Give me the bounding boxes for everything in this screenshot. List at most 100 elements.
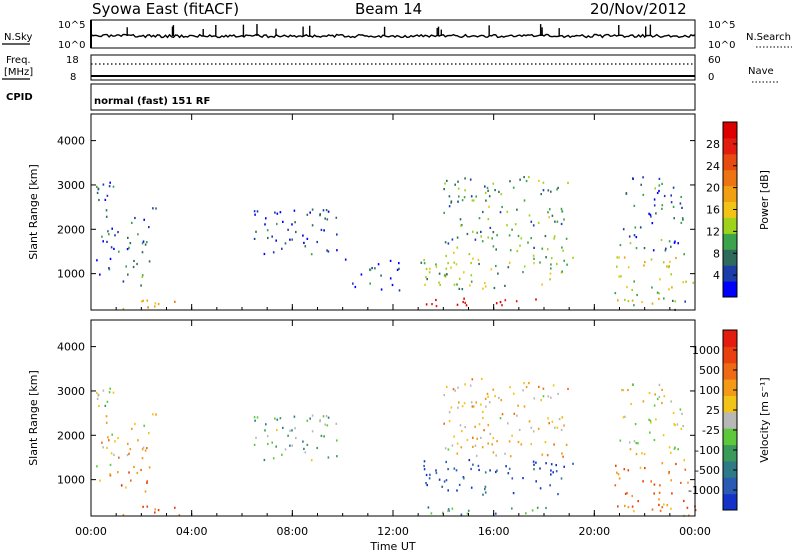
heatmap-cell [630, 402, 632, 406]
heatmap-cell [457, 386, 459, 389]
colorbar-segment [723, 249, 737, 266]
heatmap-cell [512, 392, 515, 395]
heatmap-cell [448, 411, 451, 414]
heatmap-cell [144, 449, 147, 452]
heatmap-cell [624, 504, 626, 507]
heatmap-cell [545, 462, 547, 465]
heatmap-cell [682, 425, 684, 428]
heatmap-cell [453, 251, 455, 254]
heatmap-cell [122, 280, 125, 283]
heatmap-cell [120, 484, 123, 487]
heatmap-cell [518, 428, 521, 431]
heatmap-cell [663, 194, 666, 198]
heatmap-cell [517, 404, 519, 407]
heatmap-cell [489, 226, 492, 229]
heatmap-cell [480, 436, 482, 439]
heatmap-cell [391, 283, 394, 287]
heatmap-cell [491, 443, 493, 446]
y-tick-label: 4000 [57, 341, 85, 354]
heatmap-cell [154, 508, 157, 511]
heatmap-cell [447, 242, 450, 245]
heatmap-cell [549, 208, 551, 211]
heatmap-cell [447, 508, 450, 511]
heatmap-cell [484, 397, 487, 400]
heatmap-cell [443, 394, 445, 397]
heatmap-cell [682, 218, 684, 221]
heatmap-cell [306, 419, 309, 422]
heatmap-cell [639, 226, 642, 229]
heatmap-cell [624, 298, 626, 301]
heatmap-cell [263, 458, 266, 462]
heatmap-cell [425, 276, 427, 279]
heatmap-cell [106, 446, 108, 449]
heatmap-cell [501, 205, 503, 209]
heatmap-cell [555, 470, 558, 473]
heatmap-cell [536, 506, 539, 509]
heatmap-cell [291, 223, 293, 226]
heatmap-cell [563, 259, 565, 262]
heatmap-cell [174, 300, 176, 303]
heatmap-cell [327, 456, 330, 459]
heatmap-cell [641, 300, 643, 304]
heatmap-cell [424, 283, 426, 286]
heatmap-cell [457, 406, 459, 409]
heatmap-cell [563, 465, 565, 468]
heatmap-cell [492, 245, 495, 248]
colorbar-segment [723, 185, 737, 202]
heatmap-cell [618, 256, 620, 259]
heatmap-cell [548, 422, 550, 425]
heatmap-cell [497, 272, 499, 275]
colorbar-segment [723, 411, 737, 429]
heatmap-cell [489, 432, 492, 435]
heatmap-cell [674, 446, 676, 449]
heatmap-cell [142, 299, 144, 302]
heatmap-cell [642, 400, 645, 403]
heatmap-cell [97, 187, 100, 190]
heatmap-cell [463, 297, 465, 300]
heatmap-cell [147, 306, 149, 309]
heatmap-cell [549, 484, 551, 487]
heatmap-cell [528, 382, 530, 385]
heatmap-cell [519, 244, 521, 247]
heatmap-cell [653, 404, 656, 407]
heatmap-cell [537, 427, 540, 430]
heatmap-cell [660, 238, 663, 242]
heatmap-cell [507, 266, 510, 269]
heatmap-cell [453, 283, 456, 286]
heatmap-cell [272, 457, 275, 460]
heatmap-cell [552, 471, 554, 474]
heatmap-cell [105, 215, 108, 218]
heatmap-cell [474, 238, 477, 241]
heatmap-cell [550, 190, 552, 193]
heatmap-cell [389, 277, 392, 280]
heatmap-cell [106, 400, 109, 403]
heatmap-cell [457, 180, 459, 183]
heatmap-cell [309, 417, 311, 420]
heatmap-cell [131, 221, 133, 224]
heatmap-cell [107, 436, 109, 439]
heatmap-cell [323, 229, 325, 232]
cpid-label: CPID [6, 92, 33, 103]
heatmap-cell [128, 452, 130, 455]
heatmap-cell [255, 230, 257, 233]
heatmap-cell [650, 215, 652, 218]
heatmap-cell [470, 195, 473, 198]
heatmap-cell [117, 471, 119, 474]
heatmap-cell [398, 289, 401, 292]
heatmap-cell [369, 268, 372, 272]
heatmap-cell [653, 438, 656, 442]
heatmap-cell [539, 261, 541, 264]
power-colorbar-label: Power [dB] [758, 170, 771, 230]
heatmap-cell [658, 503, 660, 506]
heatmap-cell [470, 280, 473, 283]
heatmap-cell [274, 211, 276, 214]
heatmap-cell [444, 182, 446, 185]
heatmap-cell [620, 275, 622, 278]
heatmap-cell [464, 189, 466, 192]
heatmap-cell [492, 437, 495, 440]
heatmap-cell [114, 440, 116, 443]
heatmap-cell [275, 239, 277, 242]
heatmap-cell [452, 388, 455, 391]
heatmap-cell [522, 477, 524, 480]
